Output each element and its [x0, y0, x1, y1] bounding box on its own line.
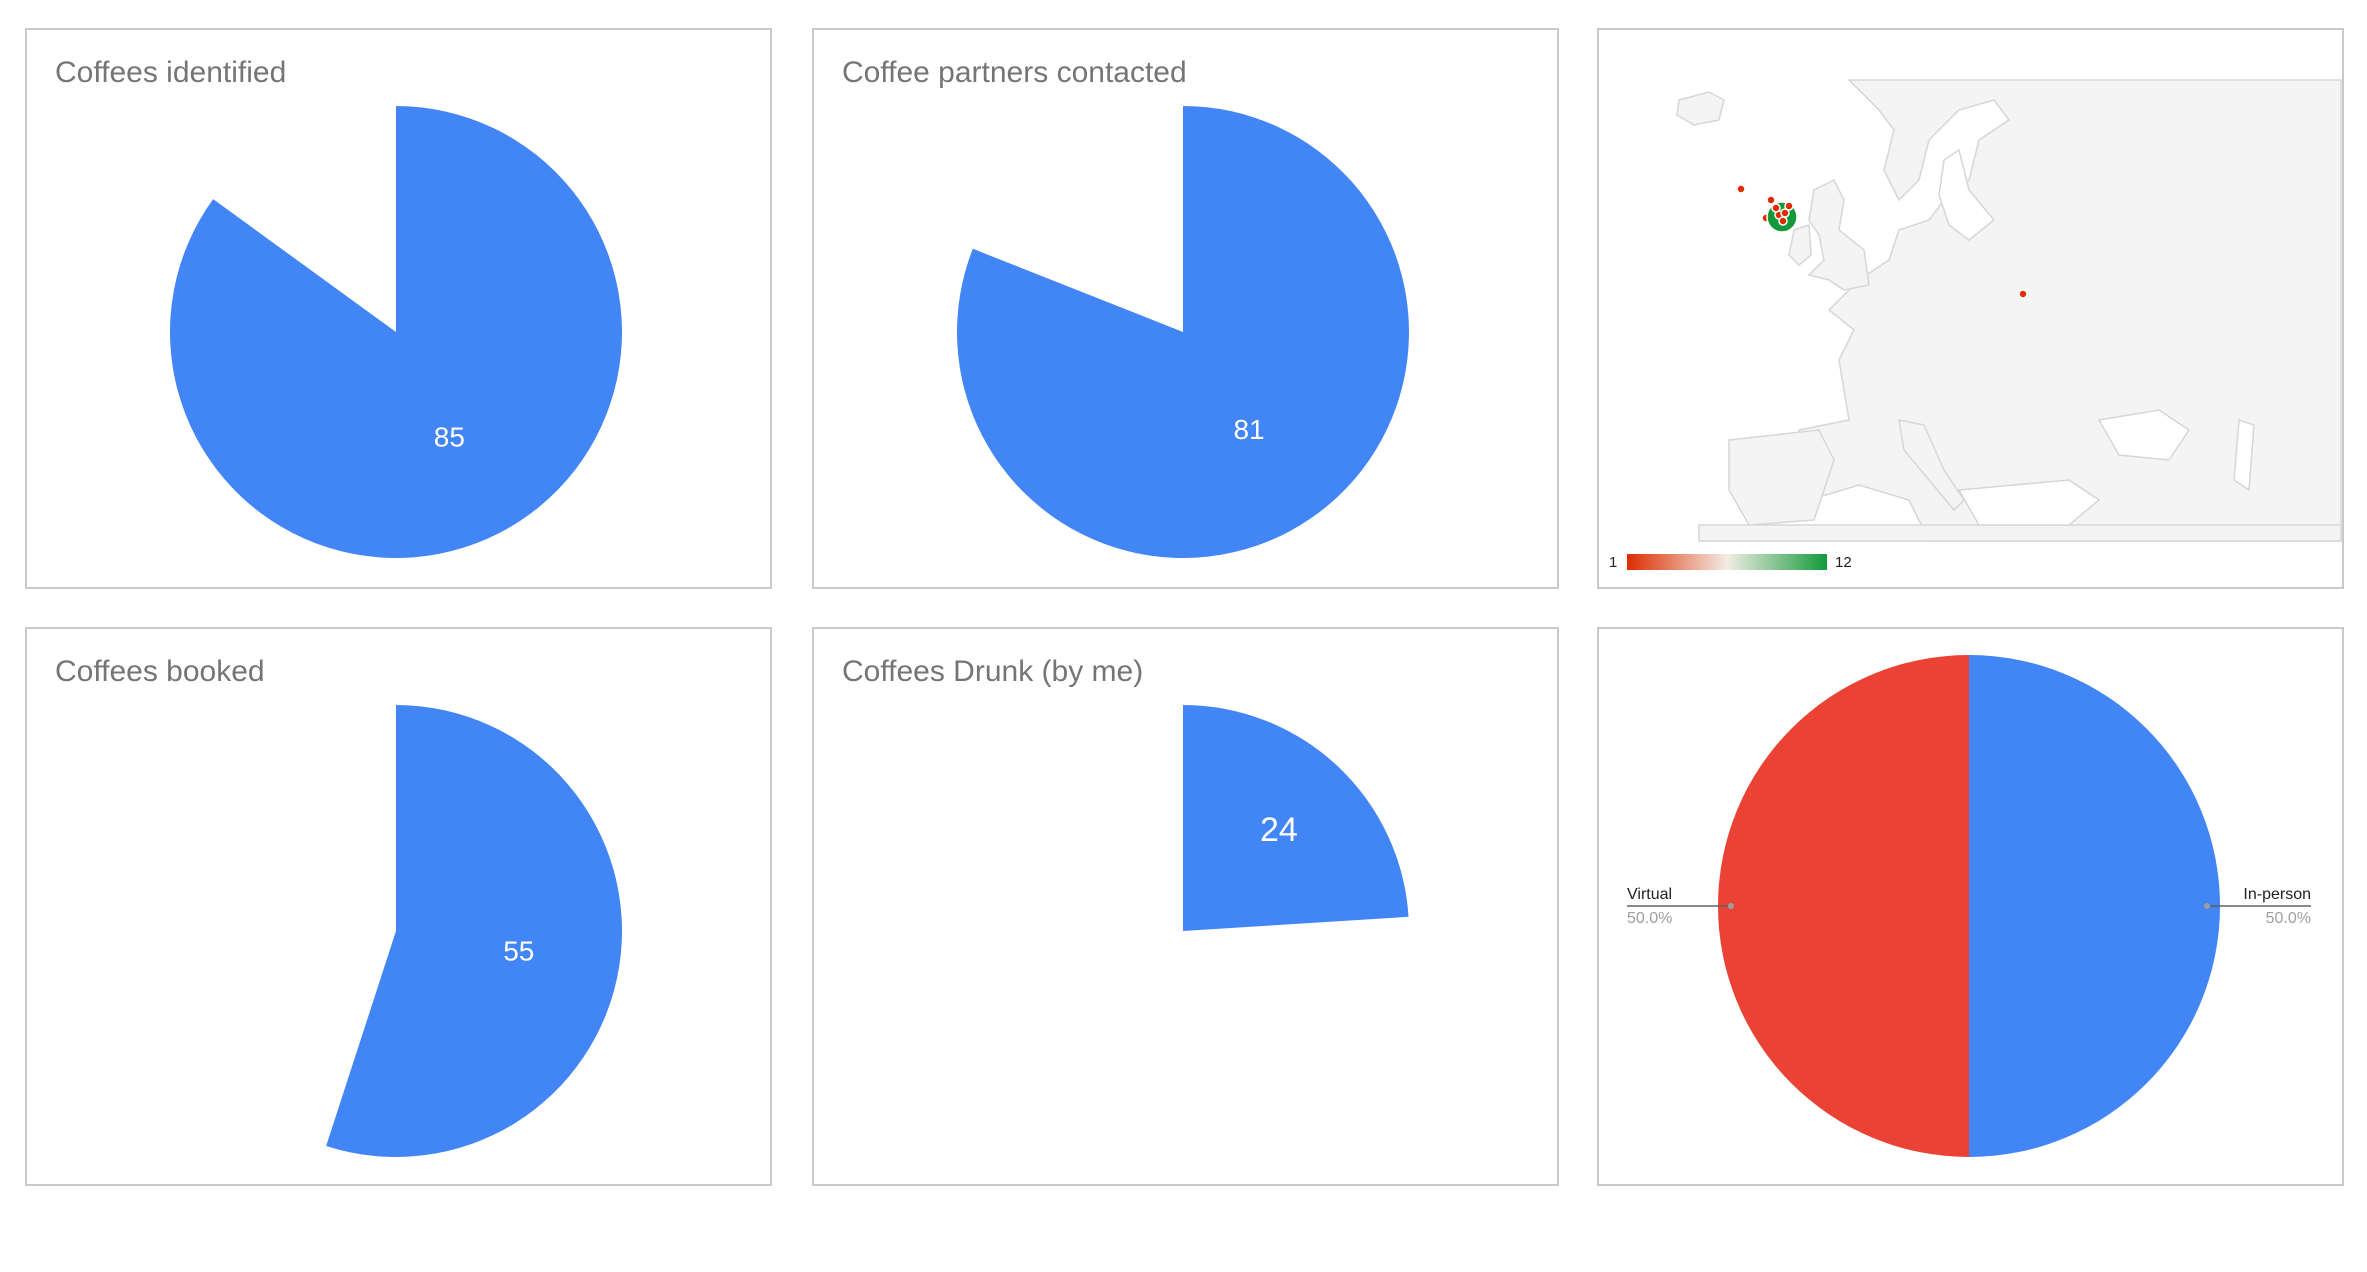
chart-panel-meeting-type: In-person 50.0% Virtual 50.0%	[1597, 627, 2344, 1186]
map-marker-southern-england[interactable]	[1771, 203, 1781, 213]
map-marker-cluster-c[interactable]	[1778, 216, 1788, 226]
slice-percent-virtual: 50.0%	[1627, 910, 1672, 927]
chart-panel-coffee-partners-contacted: Coffee partners contacted 81	[812, 28, 1559, 589]
color-axis-gradient	[1627, 554, 1827, 570]
slice-percent-in-person: 50.0%	[2266, 910, 2311, 927]
slice-label-in-person: In-person	[2243, 886, 2311, 903]
leader-dot-in-person	[2204, 903, 2210, 909]
map-marker-armenia[interactable]	[2018, 289, 2028, 299]
data-label: 85	[434, 422, 465, 453]
pie-chart-coffees-drunk: 24	[1183, 705, 1409, 931]
data-label: 81	[1233, 414, 1264, 445]
chart-title: Coffees Drunk (by me)	[842, 655, 1144, 688]
pie-slice[interactable]	[1183, 705, 1409, 931]
map-water-bodies	[1938, 148, 2255, 526]
map-marker-ireland[interactable]	[1736, 184, 1746, 194]
chart-title: Coffees identified	[55, 56, 287, 89]
map-markers	[1736, 184, 2028, 299]
pie-slice[interactable]	[326, 705, 622, 1157]
geo-map-europe: 1 12	[1601, 79, 2342, 571]
leader-dot-virtual	[1728, 903, 1734, 909]
map-marker-netherlands[interactable]	[1784, 201, 1794, 211]
pie-slice[interactable]	[957, 106, 1409, 558]
data-label: 55	[503, 935, 534, 966]
chart-panel-geo-map: 1 12	[1597, 28, 2344, 589]
pie-chart-meeting-type: In-person 50.0% Virtual 50.0%	[1627, 655, 2311, 1157]
pie-slice-in-person[interactable]	[1969, 655, 2220, 1157]
data-label: 24	[1260, 811, 1298, 849]
chart-panel-coffees-booked: Coffees booked 55	[25, 627, 772, 1186]
map-land	[1676, 79, 2342, 542]
pie-chart-coffees-booked: 55	[326, 705, 622, 1157]
slice-label-virtual: Virtual	[1627, 886, 1672, 903]
pie-slice[interactable]	[170, 106, 623, 558]
chart-title: Coffee partners contacted	[842, 56, 1187, 89]
chart-panel-coffees-identified: Coffees identified 85	[25, 28, 772, 589]
pie-chart-coffee-partners-contacted: 81	[957, 106, 1409, 558]
pie-slice-virtual[interactable]	[1718, 655, 1969, 1157]
map-marker-northern-england[interactable]	[1766, 195, 1776, 205]
chart-panel-coffees-drunk: Coffees Drunk (by me) 24	[812, 627, 1559, 1186]
pie-chart-coffees-identified: 85	[170, 106, 623, 558]
color-axis-max-label: 12	[1835, 554, 1852, 571]
chart-title: Coffees booked	[55, 655, 265, 688]
color-axis-min-label: 1	[1609, 554, 1617, 571]
